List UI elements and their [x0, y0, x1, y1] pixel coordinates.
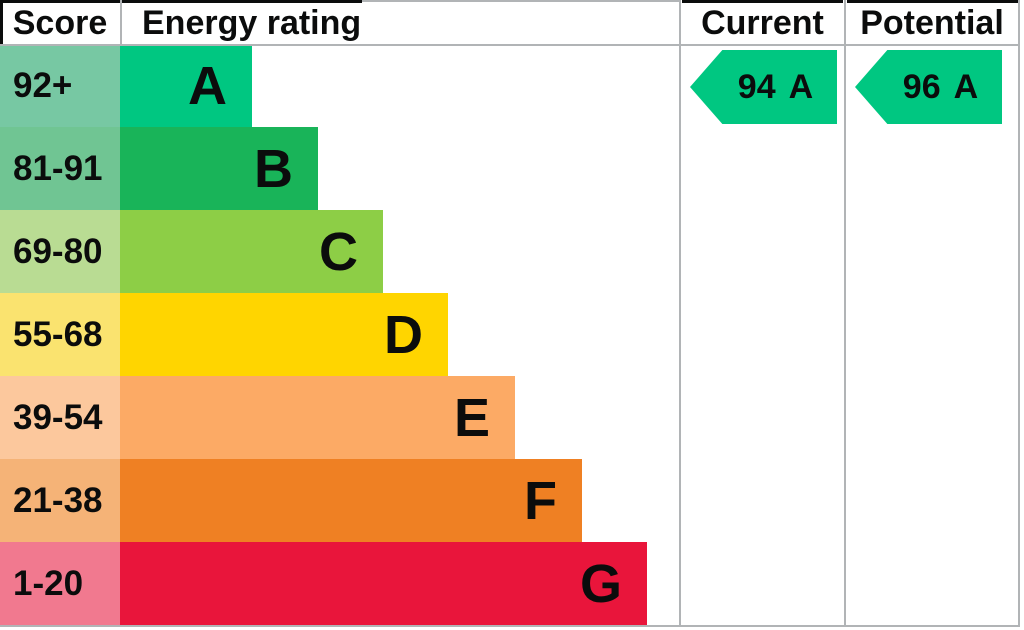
rating-bar-g: G: [120, 542, 647, 625]
score-rating-header-divider: [120, 0, 122, 44]
band-row-a: 92+ A: [0, 44, 252, 127]
rating-bar-d: D: [120, 293, 448, 376]
band-letter-e: E: [453, 387, 490, 448]
score-range-f: 21-38: [0, 459, 120, 542]
current-rating-arrow: 94 A: [690, 50, 837, 124]
bottom-border: [0, 625, 1020, 627]
current-column-header: Current: [701, 4, 824, 42]
band-letter-b: B: [254, 138, 293, 199]
rating-bar-b: B: [120, 127, 318, 210]
rating-bar-a: A: [120, 44, 252, 127]
score-range-d: 55-68: [0, 293, 120, 376]
score-column-header: Score: [12, 4, 108, 42]
right-border: [1018, 0, 1020, 627]
band-row-g: 1-20 G: [0, 542, 647, 625]
top-border-middle-segment: [362, 0, 679, 2]
band-row-d: 55-68 D: [0, 293, 448, 376]
top-border-left-segment: [0, 0, 362, 3]
band-row-b: 81-91 B: [0, 127, 318, 210]
potential-column-divider: [844, 0, 846, 627]
score-range-a: 92+: [0, 44, 120, 127]
band-row-e: 39-54 E: [0, 376, 515, 459]
potential-rating-arrow: 96 A: [855, 50, 1002, 124]
top-border-potential-segment: [847, 0, 1019, 3]
header-underline: [0, 44, 1020, 46]
score-range-e: 39-54: [0, 376, 120, 459]
energy-rating-column-header: Energy rating: [142, 4, 362, 42]
top-border-current-segment: [682, 0, 843, 3]
score-range-g: 1-20: [0, 542, 120, 625]
left-header-border: [0, 0, 3, 44]
band-letter-f: F: [524, 470, 557, 531]
score-range-c: 69-80: [0, 210, 120, 293]
band-letter-a: A: [188, 55, 227, 116]
band-letter-c: C: [319, 221, 358, 282]
rating-bar-f: F: [120, 459, 582, 542]
score-range-b: 81-91: [0, 127, 120, 210]
rating-bar-c: C: [120, 210, 383, 293]
current-score-value: 94: [737, 67, 776, 106]
rating-bar-e: E: [120, 376, 515, 459]
band-letter-d: D: [384, 304, 423, 365]
current-band-letter: A: [788, 67, 814, 106]
current-column-divider: [679, 0, 681, 627]
band-letter-g: G: [579, 553, 622, 614]
potential-column-header: Potential: [860, 4, 1004, 42]
potential-band-letter: A: [953, 67, 979, 106]
potential-score-value: 96: [902, 67, 941, 106]
band-row-c: 69-80 C: [0, 210, 383, 293]
band-row-f: 21-38 F: [0, 459, 582, 542]
